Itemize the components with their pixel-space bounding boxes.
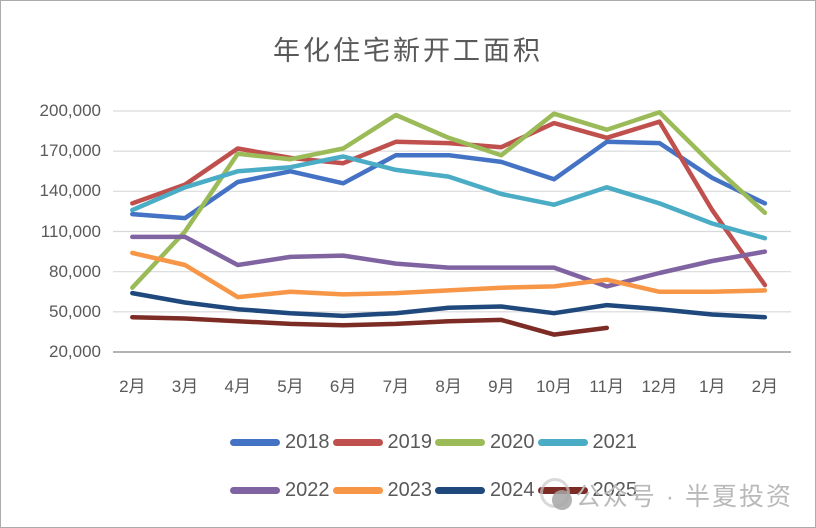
x-tick-label: 8月	[435, 377, 462, 396]
x-tick-label: 2月	[119, 377, 146, 396]
series-line-2023	[130, 250, 768, 300]
x-tick-label: 6月	[329, 377, 357, 396]
legend-row-1: 2018 2019 2020 2021	[28, 431, 815, 454]
y-tick-label: 20,000	[49, 342, 101, 361]
series-line-2021	[130, 154, 768, 241]
series-line-2018	[130, 139, 768, 221]
x-tick-label: 7月	[382, 377, 410, 396]
series-line-2020	[130, 110, 768, 290]
legend-swatch-2021	[537, 439, 588, 446]
y-tick-label: 200,000	[39, 101, 101, 120]
legend-item-2022: 2022	[230, 479, 330, 502]
y-tick-label: 80,000	[49, 261, 101, 281]
x-tick-label: 2月	[751, 377, 779, 396]
legend-swatch-2024	[435, 487, 485, 494]
legend-item-2024: 2024	[435, 479, 535, 502]
x-tick-label: 3月	[171, 377, 199, 396]
y-tick-label: 110,000	[40, 221, 101, 241]
legend-item-2019: 2019	[332, 431, 433, 454]
x-tick-label: 1月	[698, 377, 726, 396]
legend-item-2020: 2020	[435, 431, 535, 454]
legend-label-2018: 2018	[285, 431, 330, 453]
legend-label-2021: 2021	[592, 431, 638, 453]
x-tick-label: 5月	[277, 377, 304, 396]
legend-swatch-2018	[230, 439, 280, 446]
watermark-logo-icon	[539, 478, 574, 512]
legend-label-2024: 2024	[490, 479, 535, 501]
legend-label-2022: 2022	[285, 479, 330, 501]
watermark: 公众号 · 半夏投资	[539, 477, 793, 513]
series-line-2019	[130, 119, 768, 288]
watermark-text: 公众号 · 半夏投资	[575, 483, 793, 511]
legend-label-2025: 2025	[592, 479, 638, 501]
legend-swatch-2020	[435, 439, 485, 446]
legend-swatch-2019	[332, 439, 383, 446]
legend-swatch-2023	[332, 487, 383, 494]
x-tick-label: 9月	[488, 377, 515, 396]
chart-title: 年化住宅新开工面积	[273, 36, 543, 67]
y-tick-label: 170,000	[39, 141, 101, 161]
series-line-2025	[130, 314, 610, 337]
x-tick-label: 12月	[641, 377, 678, 396]
legend-item-2021: 2021	[537, 431, 638, 454]
plot-area	[113, 110, 791, 353]
legend-item-2023: 2023	[332, 479, 433, 502]
series-line-2024	[130, 290, 768, 320]
y-tick-label: 50,000	[49, 301, 101, 321]
legend-swatch-2022	[230, 487, 280, 494]
legend-label-2020: 2020	[490, 431, 535, 453]
y-tick-label: 140,000	[39, 181, 101, 201]
legend-item-2018: 2018	[230, 431, 330, 454]
x-tick-label: 11月	[589, 377, 625, 396]
legend-row-2: 2022 2023 2024 2025	[28, 479, 815, 502]
series-line-2022	[130, 234, 768, 289]
x-tick-label: 4月	[224, 377, 251, 396]
legend-label-2019: 2019	[387, 431, 433, 453]
legend-label-2023: 2023	[387, 479, 433, 501]
x-tick-label: 10月	[536, 377, 572, 396]
